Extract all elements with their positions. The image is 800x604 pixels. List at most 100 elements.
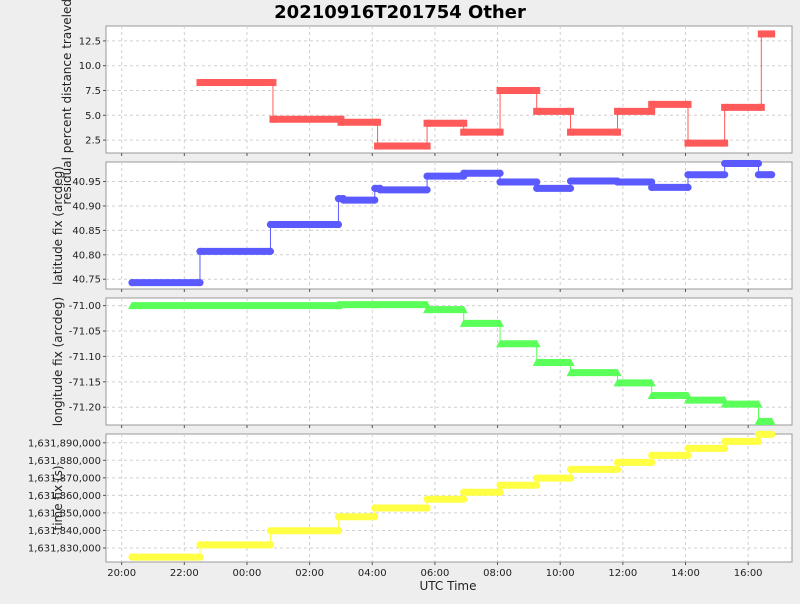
panel-2-marker-start-6 xyxy=(376,186,384,194)
panel-2-marker-end-15 xyxy=(754,159,763,168)
panel-3-ytick-label-1: -71.05 xyxy=(69,327,101,338)
panel-2-marker-start-16 xyxy=(754,171,763,179)
panel-2-marker-start-10 xyxy=(533,184,541,192)
panel-4-marker-start-5 xyxy=(423,495,431,503)
panel-4-marker-start-0 xyxy=(128,553,136,561)
panel-3-marker-start-11 xyxy=(720,400,729,408)
panel-1-marker-start-3 xyxy=(374,142,382,150)
panel-2-marker-start-15 xyxy=(721,159,729,168)
panel-1-marker-start-8 xyxy=(567,128,575,136)
panel-3-y-axis-label: longitude fix (arcdeg) xyxy=(51,297,65,426)
panel-4-marker-start-13 xyxy=(721,437,729,445)
panel-4-marker-start-12 xyxy=(684,444,692,452)
panel-4-marker-end-0 xyxy=(196,553,204,561)
panel-1-ytick-label-0: 2.5 xyxy=(85,136,101,147)
x-tick-label-0: 20:00 xyxy=(107,568,136,579)
panel-2-marker-end-16 xyxy=(768,171,776,179)
panel-1-marker-start-0 xyxy=(196,79,204,87)
x-tick-label-8: 12:00 xyxy=(608,568,637,579)
panel-2-plot-area xyxy=(105,161,793,290)
panel-1-marker-start-10 xyxy=(648,100,656,108)
panel-2-ytick-label-0: 40.75 xyxy=(72,275,101,286)
panel-3-marker-end-6 xyxy=(566,358,575,367)
panel-2-marker-start-11 xyxy=(566,177,575,185)
panel-4-ytick-label-2: 1,631,850,000 xyxy=(28,508,101,519)
panel-3-plot-area xyxy=(105,297,793,426)
panel-1-marker-start-11 xyxy=(684,139,692,147)
panel-2-marker-start-13 xyxy=(648,183,656,191)
panel-4-marker-start-10 xyxy=(613,458,622,467)
x-tick-label-7: 10:00 xyxy=(546,568,575,579)
panel-1-y-axis-label: residual percent distance traveled (%) xyxy=(60,0,74,205)
panel-4-marker-start-2 xyxy=(266,527,275,535)
panel-1-marker-start-12 xyxy=(721,103,729,111)
panel-1-marker-start-7 xyxy=(533,107,541,115)
panel-1-ytick-label-4: 12.5 xyxy=(79,36,101,47)
panel-4-ytick-label-1: 1,631,840,000 xyxy=(28,526,101,537)
panel-4-marker-start-14 xyxy=(754,430,763,438)
panel-1-marker-start-5 xyxy=(460,128,468,136)
panel-3-ytick-label-2: -71.10 xyxy=(69,352,101,363)
panel-4-ytick-label-5: 1,631,880,000 xyxy=(28,456,101,467)
panel-4-marker-start-3 xyxy=(334,513,343,521)
panel-2-ytick-label-4: 40.95 xyxy=(72,177,101,188)
panel-3-marker-start-3 xyxy=(423,305,432,314)
panel-3-marker-start-5 xyxy=(496,339,505,348)
panel-4-marker-end-3 xyxy=(371,513,379,521)
panel-2-marker-start-2 xyxy=(266,220,275,229)
panel-3-ytick-label-4: -71.20 xyxy=(69,403,101,414)
panel-3-marker-start-12 xyxy=(754,417,763,425)
panel-4-marker-end-1 xyxy=(266,541,275,549)
x-tick-label-9: 14:00 xyxy=(671,568,700,579)
x-tick-label-5: 06:00 xyxy=(420,568,449,579)
panel-1-plot-area xyxy=(105,25,793,154)
panel-1-marker-start-1 xyxy=(269,115,277,123)
panel-3-marker-end-4 xyxy=(496,319,505,327)
panel-1-marker-start-2 xyxy=(337,118,345,126)
panel-2-marker-start-8 xyxy=(460,169,468,177)
panel-3-ytick-label-3: -71.15 xyxy=(69,377,101,388)
panel-3-marker-start-2 xyxy=(370,300,379,309)
panel-1-marker-end-13 xyxy=(768,30,776,38)
panel-1-ytick-label-3: 10.0 xyxy=(79,61,101,72)
panel-3-marker-start-9 xyxy=(647,391,656,400)
chart-title: 20210916T201754 Other xyxy=(274,2,526,23)
panel-1-marker-start-6 xyxy=(496,86,504,94)
panel-2-ytick-label-3: 40.90 xyxy=(72,201,101,212)
panel-1-marker-start-4 xyxy=(423,119,431,127)
panel-3-marker-end-3 xyxy=(459,305,468,314)
panel-4-ytick-label-0: 1,631,830,000 xyxy=(28,543,101,554)
panel-3-marker-end-8 xyxy=(647,378,656,387)
panel-2-marker-start-7 xyxy=(423,172,431,180)
panel-2-ytick-label-1: 40.80 xyxy=(72,250,101,261)
x-tick-label-10: 16:00 xyxy=(734,568,763,579)
panel-1-marker-start-9 xyxy=(614,107,622,115)
panel-3-marker-start-0 xyxy=(127,301,136,310)
panel-4-marker-end-14 xyxy=(768,430,776,438)
panel-3-marker-end-7 xyxy=(613,368,622,377)
panel-4-marker-start-4 xyxy=(371,504,379,512)
panel-4-marker-start-8 xyxy=(533,474,541,482)
panel-1-ytick-label-2: 7.5 xyxy=(85,86,101,97)
panel-3-marker-start-8 xyxy=(613,378,622,387)
panel-2-y-axis-label: latitude fix (arcdeg) xyxy=(51,166,65,285)
x-tick-label-3: 02:00 xyxy=(295,568,324,579)
panel-2-marker-start-12 xyxy=(613,178,622,186)
panel-2-marker-start-9 xyxy=(496,178,504,186)
x-tick-label-6: 08:00 xyxy=(483,568,512,579)
panel-1-ytick-label-1: 5.0 xyxy=(85,111,101,122)
panel-3-marker-start-6 xyxy=(532,358,541,367)
panel-3-marker-start-1 xyxy=(334,300,343,309)
panel-3-marker-end-5 xyxy=(532,339,541,348)
panel-4-ytick-label-6: 1,631,890,000 xyxy=(28,438,101,449)
x-tick-label-2: 00:00 xyxy=(233,568,262,579)
panel-2-ytick-label-2: 40.85 xyxy=(72,226,101,237)
panel-3-marker-end-11 xyxy=(754,400,763,408)
x-tick-label-1: 22:00 xyxy=(170,568,199,579)
panel-4-marker-start-7 xyxy=(496,481,504,489)
panel-1-marker-start-13 xyxy=(757,30,765,38)
panel-4-marker-start-9 xyxy=(566,465,575,474)
panel-3-ytick-label-0: -71.00 xyxy=(69,301,101,312)
